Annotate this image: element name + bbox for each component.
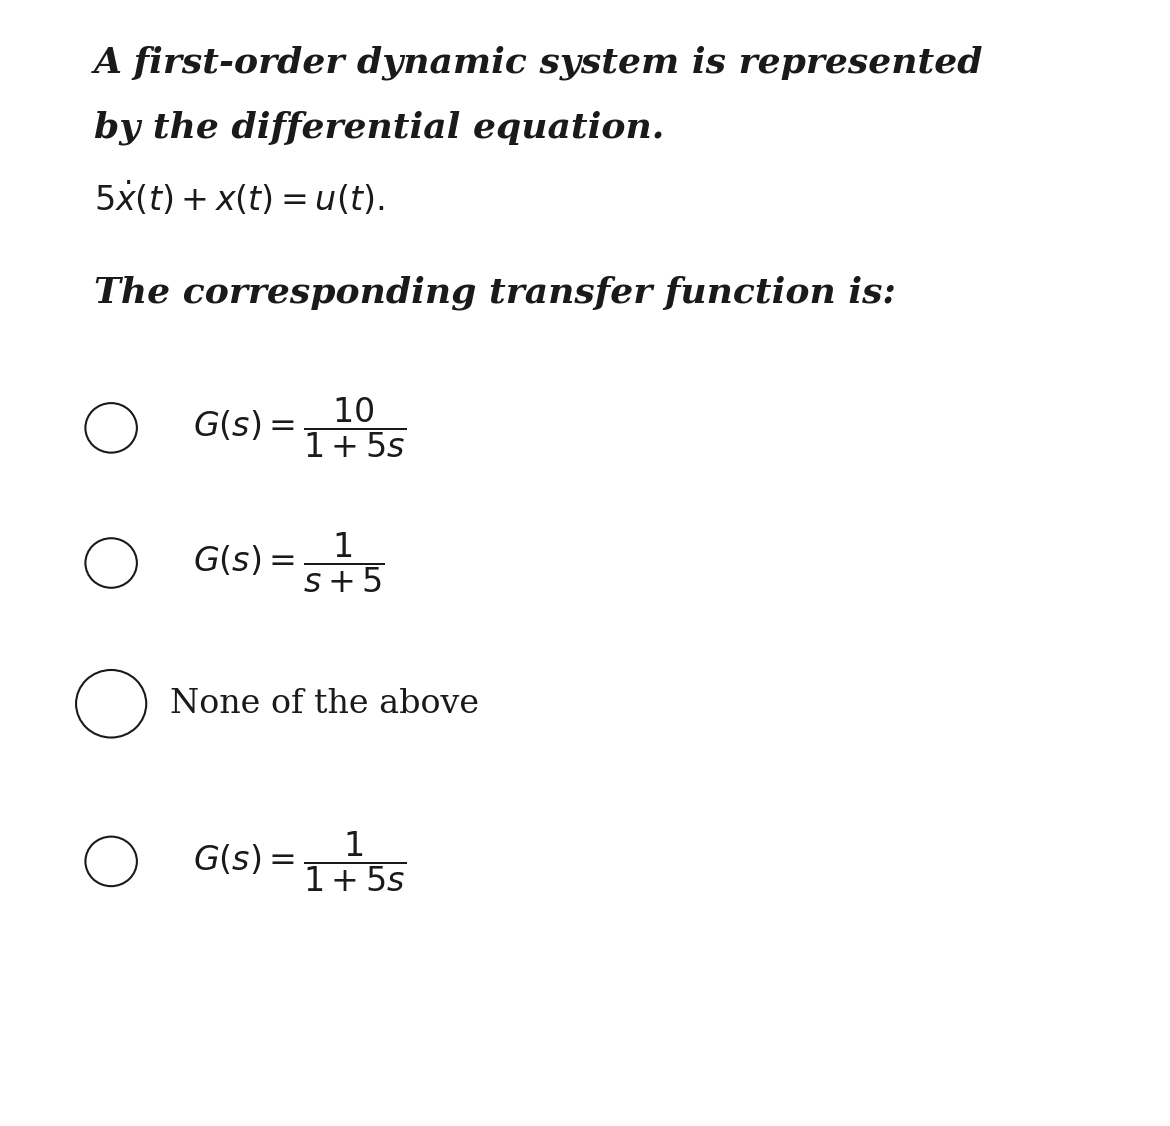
Text: $G(s) = \dfrac{1}{1+5s}$: $G(s) = \dfrac{1}{1+5s}$ — [193, 829, 406, 894]
Text: $5\dot{x}(t) + x(t) = u(t).$: $5\dot{x}(t) + x(t) = u(t).$ — [94, 180, 384, 218]
Text: by the differential equation.: by the differential equation. — [94, 110, 665, 145]
Text: $G(s) = \dfrac{10}{1+5s}$: $G(s) = \dfrac{10}{1+5s}$ — [193, 395, 406, 461]
Text: $G(s) = \dfrac{1}{s+5}$: $G(s) = \dfrac{1}{s+5}$ — [193, 530, 385, 596]
Text: The corresponding transfer function is:: The corresponding transfer function is: — [94, 276, 895, 311]
Text: A first-order dynamic system is represented: A first-order dynamic system is represen… — [94, 45, 983, 80]
Text: None of the above: None of the above — [170, 688, 479, 720]
